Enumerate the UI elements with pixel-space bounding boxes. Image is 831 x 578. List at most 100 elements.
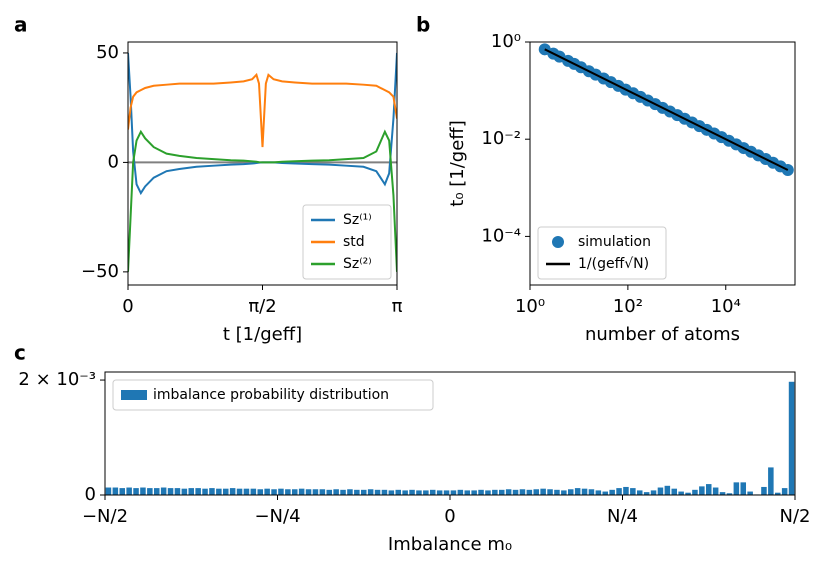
y-tick-label: 10⁻⁴ bbox=[481, 225, 521, 246]
bar bbox=[650, 490, 657, 495]
bar bbox=[471, 490, 477, 495]
x-tick-label: 10² bbox=[613, 296, 643, 317]
bar bbox=[609, 489, 615, 495]
panel-label: a bbox=[14, 13, 28, 37]
line bbox=[128, 72, 397, 148]
bar bbox=[298, 488, 305, 495]
bar bbox=[374, 489, 381, 495]
bar bbox=[209, 488, 215, 495]
bar bbox=[319, 489, 326, 495]
legend: imbalance probability distribution bbox=[112, 379, 434, 411]
bar bbox=[416, 490, 422, 495]
bar bbox=[761, 486, 767, 495]
bar bbox=[112, 487, 119, 495]
bar bbox=[291, 489, 298, 495]
panel-label: c bbox=[14, 341, 26, 365]
bar bbox=[147, 488, 153, 495]
bar bbox=[526, 489, 533, 495]
bar bbox=[519, 489, 526, 495]
bar bbox=[340, 489, 346, 495]
bar bbox=[354, 489, 360, 495]
bar bbox=[360, 489, 367, 495]
axes-frame bbox=[529, 41, 796, 286]
y-tick-label: −50 bbox=[81, 261, 119, 282]
x-tick-label: π bbox=[392, 296, 403, 317]
bar bbox=[747, 491, 753, 495]
bar bbox=[133, 488, 139, 495]
bar bbox=[574, 488, 581, 495]
bar bbox=[774, 492, 781, 495]
x-axis-label: Imbalance m₀ bbox=[388, 534, 512, 555]
legend-box bbox=[537, 226, 667, 280]
bar bbox=[533, 489, 540, 495]
bar bbox=[740, 482, 747, 495]
bar bbox=[581, 488, 588, 495]
x-tick-label: −N/2 bbox=[82, 506, 128, 527]
x-tick-label: 0 bbox=[122, 296, 133, 317]
bar bbox=[678, 491, 684, 495]
y-tick-label: 2 × 10⁻³ bbox=[18, 369, 96, 390]
bar bbox=[167, 488, 174, 495]
bar bbox=[140, 487, 146, 495]
bar bbox=[719, 492, 726, 495]
bar bbox=[457, 489, 464, 495]
bar bbox=[664, 485, 671, 495]
bar bbox=[229, 488, 236, 495]
bar bbox=[305, 489, 312, 495]
x-tick-label: N/2 bbox=[780, 506, 811, 527]
x-tick-label: 10⁰ bbox=[515, 296, 545, 317]
bar bbox=[671, 488, 678, 495]
bar bbox=[588, 489, 595, 495]
bar bbox=[181, 488, 188, 495]
bar bbox=[388, 490, 395, 495]
bar bbox=[567, 489, 574, 495]
bar bbox=[450, 490, 457, 495]
y-tick-label: 0 bbox=[108, 151, 119, 172]
bar bbox=[657, 487, 664, 495]
bar bbox=[347, 489, 353, 495]
bar bbox=[554, 489, 560, 495]
bar bbox=[250, 488, 257, 495]
y-tick-label: 10⁰ bbox=[491, 31, 521, 52]
bar bbox=[326, 489, 333, 495]
legend: Sz⁽¹⁾ std Sz⁽²⁾ bbox=[302, 204, 392, 280]
bar bbox=[381, 489, 388, 495]
x-tick-label: π/2 bbox=[248, 296, 276, 317]
x-axis-label: t [1/geff] bbox=[223, 324, 302, 345]
bar bbox=[464, 490, 471, 495]
bar bbox=[222, 488, 229, 495]
bar bbox=[195, 488, 201, 495]
bar bbox=[236, 488, 243, 495]
x-tick-label: 0 bbox=[444, 506, 455, 527]
y-axis-label: t₀ [1/geff] bbox=[447, 120, 468, 206]
bar bbox=[705, 484, 712, 495]
bar bbox=[264, 488, 270, 495]
bar bbox=[243, 488, 250, 495]
bar bbox=[733, 482, 740, 495]
bar bbox=[630, 488, 636, 495]
bar bbox=[216, 488, 222, 495]
bar bbox=[153, 488, 160, 495]
bar bbox=[498, 489, 505, 495]
bar bbox=[636, 490, 643, 495]
bar bbox=[271, 489, 277, 495]
bar bbox=[257, 489, 264, 495]
legend-label: imbalance probability distribution bbox=[153, 387, 389, 403]
plot-area bbox=[105, 381, 795, 495]
bar bbox=[126, 487, 132, 495]
legend-label: Sz⁽²⁾ bbox=[343, 256, 372, 272]
bar bbox=[505, 489, 512, 495]
bar bbox=[160, 487, 167, 495]
bar bbox=[443, 490, 450, 495]
x-axis-label: number of atoms bbox=[585, 324, 740, 345]
bar bbox=[285, 489, 291, 495]
bar bbox=[367, 489, 374, 495]
y-tick-label: 10⁻² bbox=[481, 128, 521, 149]
x-tick-label: 10⁴ bbox=[711, 296, 741, 317]
legend-box bbox=[302, 204, 392, 280]
bar bbox=[423, 490, 429, 495]
bar bbox=[202, 488, 208, 495]
bar bbox=[333, 489, 339, 495]
bar bbox=[699, 486, 705, 495]
